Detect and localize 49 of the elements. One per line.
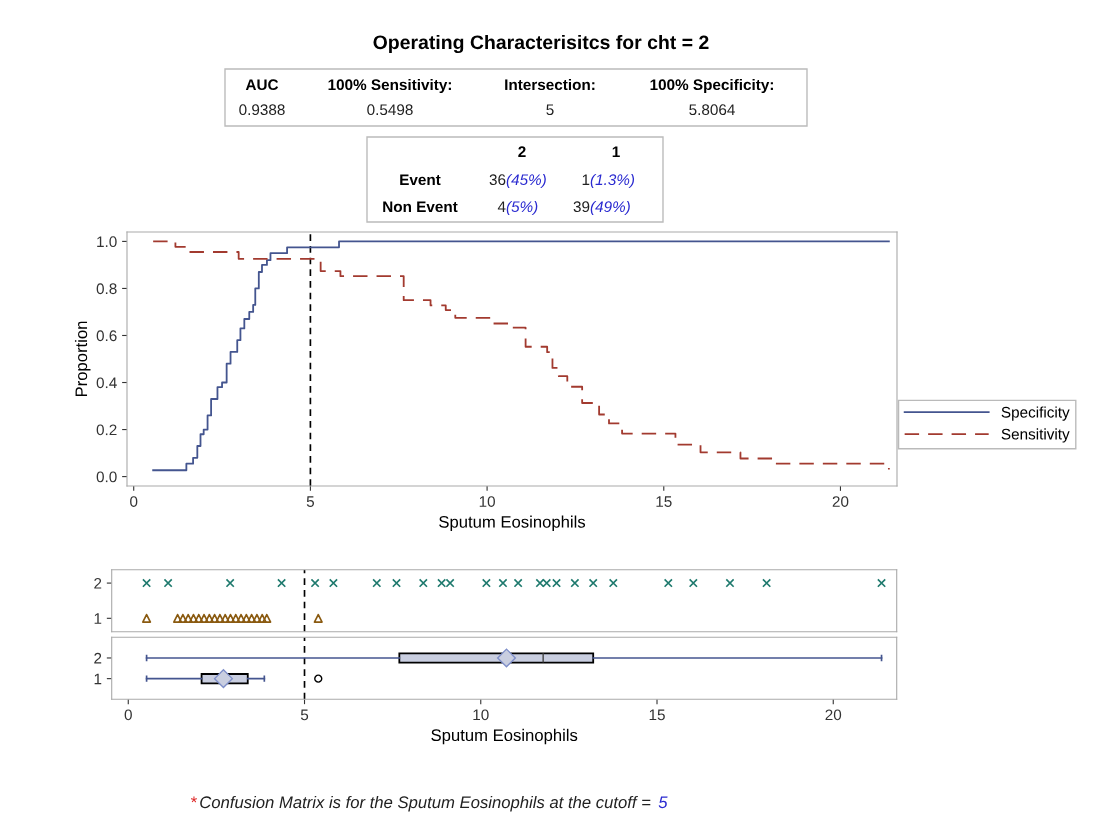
text: Non Event xyxy=(383,201,458,213)
text: 5 xyxy=(546,104,554,116)
text: (49%) xyxy=(590,200,630,216)
text: Intersection: xyxy=(505,78,595,91)
text: 0.9388 xyxy=(239,104,285,116)
x-axis-title: Sputum Eosinophils xyxy=(431,728,578,745)
y-tick-label: 1.0 xyxy=(97,236,117,248)
x-tick-label: 0 xyxy=(130,496,138,507)
text: 1 xyxy=(582,174,590,185)
text: Sensitivity xyxy=(1001,428,1070,443)
y-tick-label: 1 xyxy=(94,673,102,685)
text: Confusion Matrix is for the Sputum Eosinophils at the cutoff = xyxy=(200,795,651,812)
y-tick-label: 0.6 xyxy=(96,330,117,342)
text: * xyxy=(190,796,197,803)
x-tick-label: 5 xyxy=(300,709,309,721)
chart-title: Operating Characterisitcs for cht = 2 xyxy=(373,34,709,54)
x-tick-label: 5 xyxy=(306,496,315,507)
x-tick-label: 15 xyxy=(656,496,672,507)
y-tick-label: 0.2 xyxy=(96,424,117,436)
y-tick-label: 0.8 xyxy=(96,283,117,295)
y-tick-label: 0.4 xyxy=(96,377,117,389)
text: (5%) xyxy=(506,200,538,216)
text: 100% Specificity: xyxy=(650,78,773,94)
text: 5.8064 xyxy=(689,104,735,116)
text: 36 xyxy=(489,174,506,186)
text: 4 xyxy=(497,201,506,212)
x-tick-label: 10 xyxy=(473,709,489,721)
x-tick-label: 15 xyxy=(649,709,665,721)
text: Event xyxy=(400,174,441,186)
x-tick-label: 0 xyxy=(124,709,132,721)
x-tick-label: 20 xyxy=(825,709,842,721)
text: Specificity xyxy=(1001,406,1070,421)
text: 1 xyxy=(612,146,620,157)
text: (1.3%) xyxy=(590,173,635,189)
y-axis-title: Proportion xyxy=(74,321,91,397)
y-tick-label: 1 xyxy=(94,613,102,624)
x-tick-label: 20 xyxy=(832,496,849,507)
text: (45%) xyxy=(506,173,546,189)
text: AUC xyxy=(245,79,279,91)
text: 39 xyxy=(573,201,590,213)
text: 0.5498 xyxy=(367,104,413,116)
y-tick-label: 0.0 xyxy=(96,471,117,483)
y-tick-label: 2 xyxy=(94,577,102,589)
text: 100% Sensitivity: xyxy=(328,78,451,94)
text: 2 xyxy=(518,146,526,157)
x-tick-label: 10 xyxy=(479,496,495,507)
x-axis-title: Sputum Eosinophils xyxy=(439,515,586,532)
y-tick-label: 2 xyxy=(94,652,102,664)
text: 5 xyxy=(658,796,668,809)
